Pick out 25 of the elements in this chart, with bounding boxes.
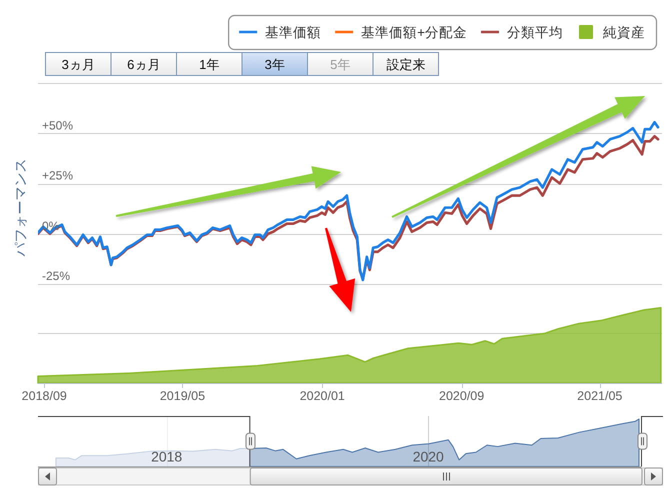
x-tick-label: 2021/05 bbox=[577, 389, 622, 403]
button: 3ヵ月 bbox=[45, 52, 112, 76]
legend-item: 分類平均 bbox=[481, 25, 563, 40]
legend-label: 純資産 bbox=[603, 25, 645, 40]
x-tick-label: 2019/05 bbox=[160, 389, 206, 403]
x-tick-label: 2020/09 bbox=[439, 389, 484, 403]
button: 1年 bbox=[176, 52, 242, 76]
y-axis-title: パフォーマンス bbox=[12, 158, 28, 258]
legend-item: 純資産 bbox=[579, 25, 645, 40]
button: 5年 bbox=[307, 52, 374, 76]
x-tick-label: 2020 bbox=[412, 448, 444, 464]
button: 3年 bbox=[242, 52, 308, 76]
y-tick-label: -25% bbox=[42, 269, 70, 283]
button: 設定来 bbox=[372, 52, 439, 76]
legend-label: 基準価額 bbox=[265, 25, 322, 40]
x-tick-label: 2018 bbox=[151, 448, 182, 464]
legend-item: 基準価額+分配金 bbox=[335, 25, 467, 40]
y-tick-label: +25% bbox=[42, 168, 74, 182]
button: 6ヵ月 bbox=[110, 52, 177, 76]
legend-item: 基準価額 bbox=[239, 25, 322, 40]
legend-label: 分類平均 bbox=[507, 25, 563, 40]
legend-label: 基準価額+分配金 bbox=[361, 25, 467, 40]
x-tick-label: 2018/09 bbox=[22, 389, 67, 403]
y-tick-label: +50% bbox=[42, 118, 74, 132]
x-tick-label: 2020/01 bbox=[300, 389, 345, 403]
